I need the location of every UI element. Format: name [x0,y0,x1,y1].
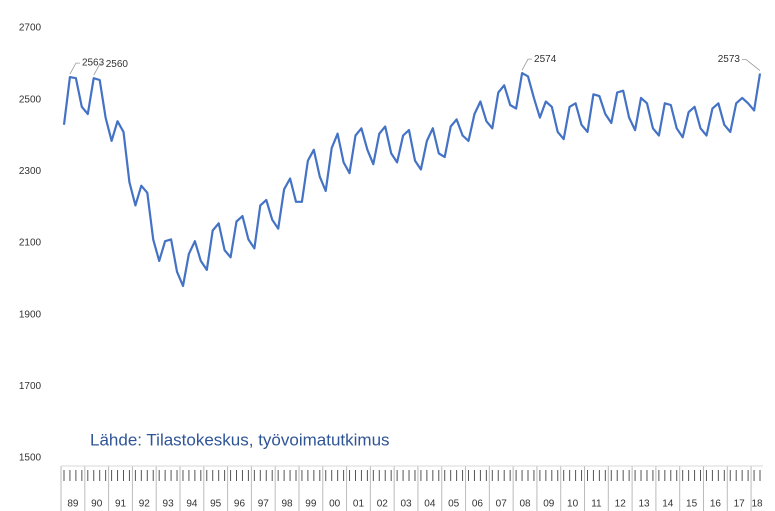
data-label: 2563 [82,58,105,69]
x-tick-label: 14 [662,499,674,510]
label-leader [93,63,104,76]
y-tick-label: 1700 [19,381,42,392]
y-tick-label: 2500 [19,94,42,105]
x-tick-label: 00 [329,499,341,510]
x-tick-label: 04 [424,499,436,510]
x-tick-label: 02 [377,499,389,510]
x-tick-label: 09 [543,499,555,510]
x-tick-label: 05 [448,499,460,510]
x-tick-label: 18 [751,499,763,510]
x-tick-label: 08 [519,499,531,510]
x-tick-label: 90 [91,499,103,510]
x-tick-label: 94 [186,499,198,510]
y-tick-label: 2100 [19,238,42,249]
x-tick-label: 99 [305,499,317,510]
x-tick-label: 95 [210,499,222,510]
label-leader [521,58,533,71]
y-tick-label: 1900 [19,309,42,320]
x-tick-label: 06 [472,499,484,510]
y-tick-label: 2300 [19,166,42,177]
x-tick-label: 12 [615,499,627,510]
x-tick-label: 17 [734,499,746,510]
y-tick-label: 2700 [19,23,42,34]
x-tick-label: 03 [400,499,412,510]
x-tick-label: 98 [282,499,294,510]
data-label: 2560 [106,59,129,70]
x-tick-label: 11 [591,499,602,510]
label-leader [742,59,761,71]
x-tick-label: 13 [638,499,650,510]
label-leader [69,62,80,75]
x-tick-label: 10 [567,499,579,510]
x-tick-label: 89 [67,499,79,510]
x-tick-label: 97 [258,499,270,510]
x-tick-label: 92 [139,499,151,510]
source-annotation: Lähde: Tilastokeskus, työvoimatutkimus [90,430,390,449]
x-tick-label: 93 [163,499,175,510]
x-tick-label: 16 [710,499,722,510]
x-tick-label: 15 [686,499,698,510]
x-tick-label: 91 [115,499,127,510]
x-tick-label: 07 [496,499,508,510]
x-tick-label: 01 [353,499,365,510]
data-label: 2573 [718,54,741,65]
series-line [62,71,762,288]
data-label: 2574 [534,54,557,65]
x-tick-label: 96 [234,499,246,510]
y-tick-label: 1500 [19,453,42,464]
